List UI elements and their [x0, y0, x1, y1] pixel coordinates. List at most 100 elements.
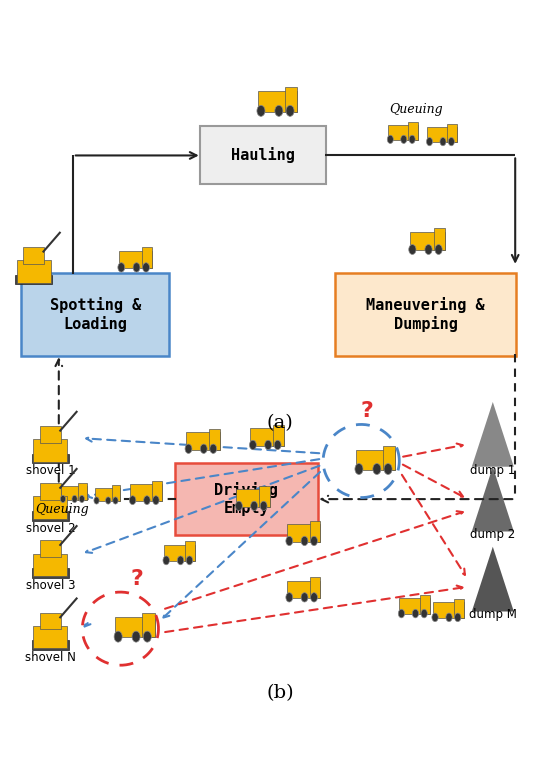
FancyBboxPatch shape — [310, 521, 320, 542]
Text: Queuing: Queuing — [389, 103, 443, 117]
Text: Spotting &
Loading: Spotting & Loading — [50, 297, 141, 331]
Circle shape — [301, 536, 308, 546]
Text: Queuing: Queuing — [35, 502, 88, 516]
FancyBboxPatch shape — [285, 88, 297, 111]
Circle shape — [72, 495, 77, 503]
FancyBboxPatch shape — [200, 126, 326, 184]
Text: shovel N: shovel N — [25, 651, 76, 664]
Circle shape — [186, 556, 193, 565]
Circle shape — [425, 245, 432, 255]
FancyBboxPatch shape — [40, 426, 61, 443]
Circle shape — [265, 440, 272, 450]
FancyBboxPatch shape — [434, 229, 445, 250]
FancyBboxPatch shape — [335, 273, 516, 356]
FancyBboxPatch shape — [142, 248, 152, 268]
FancyBboxPatch shape — [15, 274, 52, 284]
FancyBboxPatch shape — [259, 486, 270, 507]
Circle shape — [373, 463, 381, 475]
FancyBboxPatch shape — [95, 488, 120, 501]
FancyBboxPatch shape — [32, 568, 69, 578]
Text: ?: ? — [131, 569, 143, 589]
FancyBboxPatch shape — [209, 429, 220, 450]
Circle shape — [143, 631, 151, 642]
FancyBboxPatch shape — [34, 440, 67, 462]
Circle shape — [274, 440, 281, 450]
FancyBboxPatch shape — [32, 511, 69, 520]
FancyBboxPatch shape — [34, 554, 67, 576]
FancyBboxPatch shape — [152, 482, 162, 501]
FancyBboxPatch shape — [356, 450, 395, 469]
Circle shape — [449, 137, 454, 146]
FancyBboxPatch shape — [186, 432, 220, 450]
FancyBboxPatch shape — [32, 453, 69, 463]
FancyBboxPatch shape — [34, 497, 67, 519]
FancyBboxPatch shape — [388, 124, 418, 140]
FancyBboxPatch shape — [119, 251, 152, 268]
Circle shape — [129, 496, 136, 504]
FancyBboxPatch shape — [236, 489, 270, 507]
FancyBboxPatch shape — [142, 613, 155, 637]
Text: Hauling: Hauling — [231, 148, 295, 163]
Circle shape — [427, 137, 432, 146]
FancyBboxPatch shape — [287, 581, 320, 598]
Circle shape — [163, 556, 170, 565]
FancyBboxPatch shape — [21, 273, 169, 356]
FancyBboxPatch shape — [310, 578, 320, 598]
Circle shape — [440, 137, 446, 146]
Circle shape — [421, 610, 427, 618]
Circle shape — [113, 497, 118, 504]
FancyBboxPatch shape — [383, 446, 395, 469]
Circle shape — [257, 105, 265, 117]
FancyBboxPatch shape — [185, 542, 195, 561]
FancyBboxPatch shape — [427, 126, 457, 142]
Circle shape — [435, 245, 442, 255]
Circle shape — [398, 610, 404, 618]
FancyBboxPatch shape — [273, 425, 284, 446]
Text: dump 2: dump 2 — [470, 528, 515, 542]
Circle shape — [178, 556, 184, 565]
FancyBboxPatch shape — [32, 640, 69, 650]
Circle shape — [286, 593, 293, 602]
Circle shape — [144, 496, 150, 504]
Circle shape — [94, 497, 99, 504]
FancyBboxPatch shape — [61, 486, 87, 500]
Circle shape — [235, 501, 242, 511]
Circle shape — [275, 105, 283, 117]
FancyBboxPatch shape — [287, 524, 320, 542]
Circle shape — [432, 613, 438, 622]
FancyBboxPatch shape — [250, 428, 284, 446]
Circle shape — [446, 613, 452, 622]
Text: shovel 1: shovel 1 — [26, 464, 75, 478]
Circle shape — [409, 245, 416, 255]
Circle shape — [200, 444, 207, 453]
Text: Maneuvering &
Dumping: Maneuvering & Dumping — [366, 297, 485, 331]
FancyBboxPatch shape — [408, 122, 418, 140]
Circle shape — [210, 444, 217, 453]
Circle shape — [251, 501, 258, 511]
Text: shovel 3: shovel 3 — [26, 578, 75, 592]
Circle shape — [409, 135, 415, 143]
FancyBboxPatch shape — [164, 545, 195, 561]
FancyBboxPatch shape — [258, 91, 297, 111]
Circle shape — [132, 631, 140, 642]
Circle shape — [60, 495, 66, 503]
FancyBboxPatch shape — [447, 124, 457, 142]
Circle shape — [143, 263, 150, 272]
Text: Driving
Empty: Driving Empty — [214, 482, 278, 516]
Text: ?: ? — [361, 402, 373, 421]
Circle shape — [185, 444, 192, 453]
Circle shape — [118, 263, 125, 272]
Text: shovel 2: shovel 2 — [26, 521, 75, 535]
Circle shape — [106, 497, 111, 504]
Circle shape — [455, 613, 461, 622]
Circle shape — [286, 536, 293, 546]
FancyBboxPatch shape — [40, 483, 61, 500]
Polygon shape — [472, 402, 514, 466]
FancyBboxPatch shape — [175, 463, 318, 535]
FancyBboxPatch shape — [112, 485, 120, 501]
FancyBboxPatch shape — [40, 613, 61, 629]
FancyBboxPatch shape — [34, 626, 67, 648]
Text: dump 1: dump 1 — [470, 463, 515, 477]
Circle shape — [311, 593, 318, 602]
FancyBboxPatch shape — [410, 232, 445, 250]
